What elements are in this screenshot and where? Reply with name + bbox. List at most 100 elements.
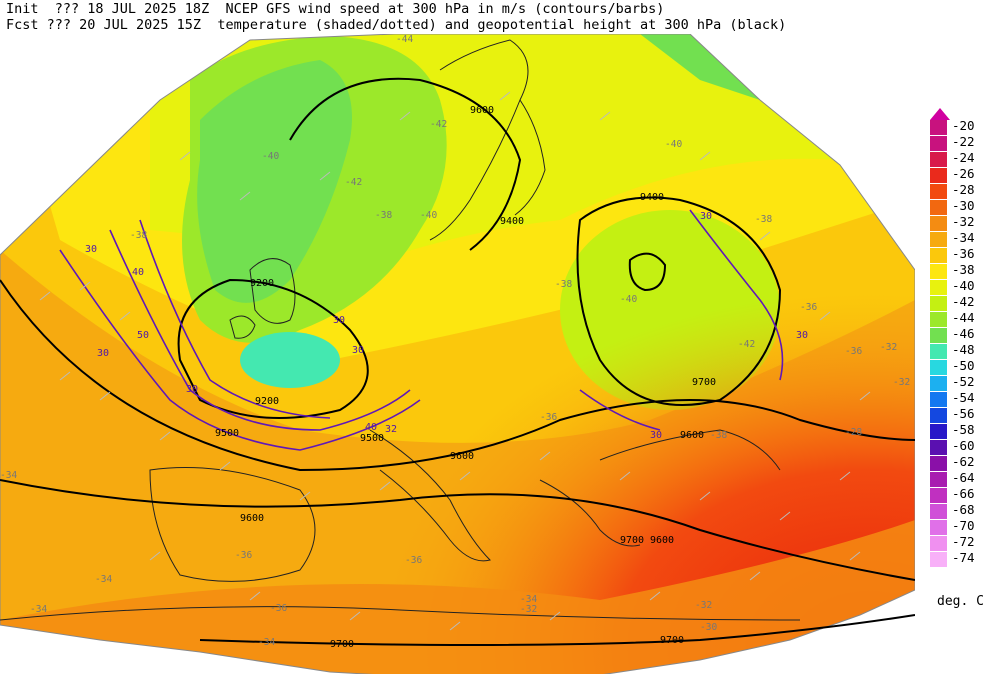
legend-swatch [930, 312, 947, 327]
legend-row: -50 [930, 358, 1000, 375]
weather-map: 9700 9600 9600 9600 9500 9500 9400 9200 … [0, 34, 915, 674]
legend-label: -24 [952, 150, 975, 165]
contour-9600-south [0, 479, 915, 581]
temp-label: -34 [520, 594, 537, 605]
temp-label: -30 [700, 622, 717, 633]
legend-swatch [930, 344, 947, 359]
header-init-line: Init ??? 18 JUL 2025 18Z NCEP GFS wind s… [6, 1, 665, 17]
legend-swatch [930, 536, 947, 551]
coast-black-sea [599, 429, 781, 471]
header-forecast-line: Fcst ??? 20 JUL 2025 15Z temperature (sh… [6, 17, 787, 33]
wind-contours [59, 209, 784, 451]
legend-row: -46 [930, 326, 1000, 343]
height-label: 9200 [255, 396, 279, 407]
legend-row: -22 [930, 134, 1000, 151]
legend-swatch [930, 296, 947, 311]
legend-swatch [930, 424, 947, 439]
jet-30 [59, 249, 421, 451]
height-contours [0, 77, 915, 646]
temp-label: -38 [555, 279, 572, 290]
legend-label: -72 [952, 534, 975, 549]
height-label: 9600 [680, 430, 704, 441]
wind-label: 40 [132, 267, 144, 278]
legend-row: -42 [930, 294, 1000, 311]
legend-swatch [930, 328, 947, 343]
wind-label: 30 [186, 384, 198, 395]
legend-label: -48 [952, 342, 975, 357]
temp-label: -36 [405, 555, 422, 566]
jet-30-east [689, 209, 784, 381]
legend-row: -58 [930, 422, 1000, 439]
legend-label: -46 [952, 326, 975, 341]
legend-label: -68 [952, 502, 975, 517]
wind-label: 32 [385, 424, 397, 435]
legend-swatch [930, 376, 947, 391]
temp-label: -40 [262, 151, 279, 162]
temp-label: -34 [258, 637, 275, 648]
legend-swatch [930, 408, 947, 423]
legend-row: -54 [930, 390, 1000, 407]
legend-swatch [930, 456, 947, 471]
legend-label: -54 [952, 390, 975, 405]
temp-label: -34 [30, 604, 47, 615]
temp-label: -38 [130, 230, 147, 241]
legend-label: -40 [952, 278, 975, 293]
legend-swatch [930, 472, 947, 487]
height-label: 9600 [450, 451, 474, 462]
temp-label: -42 [430, 119, 447, 130]
legend-swatch [930, 168, 947, 183]
legend-row: -60 [930, 438, 1000, 455]
height-label: 9400 [640, 192, 664, 203]
legend-row: -30 [930, 198, 1000, 215]
legend-row: -28 [930, 182, 1000, 199]
temp-label: -40 [665, 139, 682, 150]
temp-label: -40 [620, 294, 637, 305]
wind-label: 30 [97, 348, 109, 359]
height-label: 9700 [620, 535, 644, 546]
legend-top-arrow [930, 108, 950, 120]
legend-swatch [930, 200, 947, 215]
temp-label: -32 [880, 342, 897, 353]
temp-label: -36 [270, 603, 287, 614]
jet-40 [109, 229, 411, 431]
legend-swatch [930, 552, 947, 567]
legend-label: -56 [952, 406, 975, 421]
coast-finland [514, 99, 546, 216]
temp-label: -32 [695, 600, 712, 611]
coast-north-africa [0, 606, 801, 621]
contour-low-center-east [628, 252, 667, 292]
legend-swatch [930, 216, 947, 231]
legend-row: -66 [930, 486, 1000, 503]
height-label: 9700 [660, 635, 684, 646]
legend-swatch [930, 248, 947, 263]
height-label: 9500 [215, 428, 239, 439]
temp-label: -38 [755, 214, 772, 225]
coast-iberia [149, 467, 316, 582]
wind-label-group: 30 40 50 30 30 30 30 40 32 30 30 30 [85, 211, 808, 441]
legend-swatch [930, 264, 947, 279]
legend-label: -38 [952, 262, 975, 277]
legend-swatch [930, 392, 947, 407]
legend-label: -50 [952, 358, 975, 373]
contour-9700 [199, 614, 915, 646]
legend-swatch [930, 184, 947, 199]
coast-italy [369, 429, 491, 562]
wind-label: 40 [365, 422, 377, 433]
legend-swatch [930, 120, 947, 135]
legend-label: -22 [952, 134, 975, 149]
map-boundary [0, 34, 915, 674]
legend-row: -34 [930, 230, 1000, 247]
temp-label: -28 [845, 427, 862, 438]
legend-row: -48 [930, 342, 1000, 359]
legend-label: -28 [952, 182, 975, 197]
legend-row: -32 [930, 214, 1000, 231]
legend-label: -66 [952, 486, 975, 501]
jet-50 [139, 219, 331, 419]
legend-row: -52 [930, 374, 1000, 391]
coast-ireland [229, 315, 256, 339]
wind-label: 30 [796, 330, 808, 341]
height-label-group: 9700 9600 9600 9600 9500 9500 9400 9200 … [215, 105, 716, 650]
temp-label: -36 [235, 550, 252, 561]
wind-label: 30 [352, 345, 364, 356]
legend-label: -58 [952, 422, 975, 437]
